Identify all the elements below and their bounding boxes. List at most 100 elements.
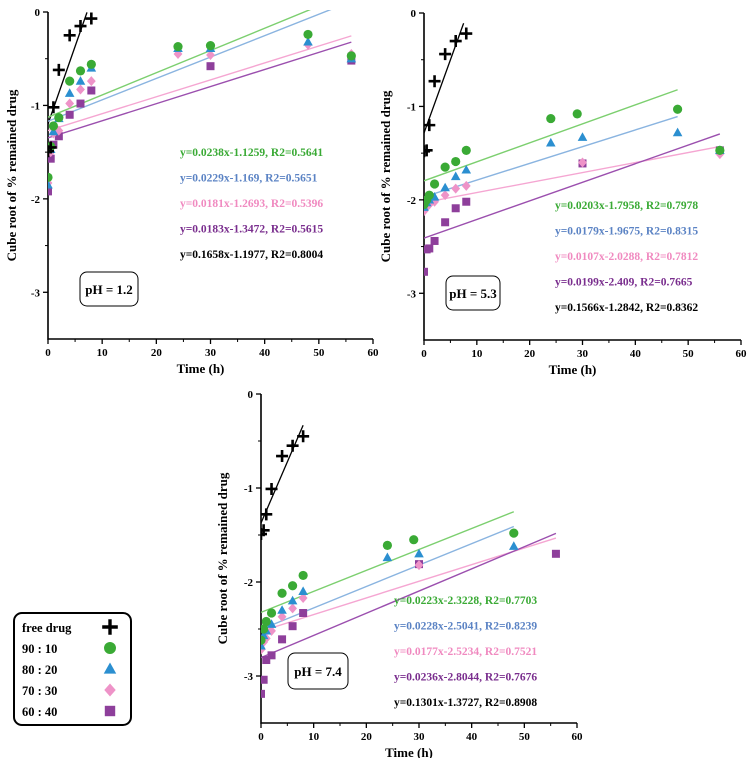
point-ratio-60-40 — [551, 549, 560, 558]
x-tick-label: 10 — [471, 348, 483, 360]
point-free-drug — [428, 75, 441, 88]
fit-line-ratio-80-20 — [48, 10, 332, 122]
point-ratio-70-30 — [440, 190, 450, 201]
point-free-drug — [261, 524, 270, 537]
plot-area — [261, 424, 560, 698]
y-axis-label: Cube root of % remained drug — [4, 89, 19, 261]
x-tick-label: 40 — [630, 348, 642, 360]
fit-line-ratio-60-40 — [48, 41, 352, 139]
point-ratio-80-20 — [48, 126, 59, 136]
fit-line-ratio-80-20 — [424, 115, 678, 198]
legend-marker-ratio-70-30 — [104, 683, 116, 697]
legend-marker-ratio-60-40 — [104, 705, 116, 717]
point-ratio-80-20 — [298, 586, 308, 595]
point-ratio-70-30 — [76, 84, 85, 95]
point-ratio-90-10 — [440, 162, 450, 172]
equation-ratio-90-10: y=0.0238x-1.1259, R2=0.5641 — [180, 147, 323, 159]
point-ratio-80-20 — [546, 137, 556, 147]
point-ratio-90-10 — [65, 76, 75, 86]
point-ratio-80-20 — [48, 179, 53, 189]
legend-label-ratio-60-40: 60 : 40 — [22, 705, 57, 719]
equation-ratio-90-10: y=0.0223x-2.3228, R2=0.7703 — [394, 595, 537, 607]
legend-label-ratio-90-10: 90 : 10 — [22, 642, 57, 656]
plot-area — [424, 23, 725, 276]
point-ratio-80-20 — [64, 88, 75, 97]
fit-line-ratio-90-10 — [424, 89, 678, 182]
point-ratio-80-20 — [382, 552, 393, 562]
chart-panel-2: 0 10 20 30 40 50 60 0 -1 -2 -3 Time (h) Cube root of… — [378, 8, 747, 377]
x-tick-label: 20 — [151, 347, 163, 359]
x-tick-label: 30 — [205, 347, 217, 359]
chart-panel-1: 0 10 20 30 40 50 60 0 -1 -2 -3 Time (h) Cube root of… — [4, 7, 380, 376]
x-tick-label: 40 — [259, 347, 271, 359]
ph-label: pH = 5.3 — [449, 286, 497, 301]
point-ratio-70-30 — [288, 603, 297, 614]
point-ratio-90-10 — [261, 635, 266, 645]
point-ratio-70-30 — [578, 157, 587, 168]
point-ratio-70-30 — [277, 611, 287, 622]
point-ratio-70-30 — [414, 560, 424, 571]
fit-line-ratio-60-40 — [424, 133, 721, 239]
y-tick-label: -1 — [31, 100, 40, 112]
point-ratio-60-40 — [451, 204, 460, 213]
x-axis-label: Time (h) — [385, 745, 433, 758]
point-ratio-90-10 — [205, 41, 216, 51]
point-ratio-80-20 — [287, 595, 298, 605]
y-tick-label: 0 — [411, 8, 417, 20]
fit-line-ratio-70-30 — [424, 145, 720, 204]
point-ratio-60-40 — [206, 62, 215, 71]
point-ratio-80-20 — [261, 640, 266, 650]
point-ratio-90-10 — [424, 190, 434, 200]
x-tick-label: 20 — [361, 731, 373, 743]
point-ratio-90-10 — [48, 121, 59, 131]
x-tick-label: 50 — [683, 348, 695, 360]
equation-ratio-90-10: y=0.0203x-1.7958, R2=0.7978 — [555, 200, 698, 212]
point-ratio-60-40 — [261, 675, 268, 684]
fit-line-ratio-70-30 — [48, 35, 352, 132]
point-ratio-90-10 — [298, 570, 308, 581]
point-ratio-90-10 — [277, 588, 287, 598]
x-tick-label: 60 — [572, 731, 584, 743]
y-axis-label: Cube root of % remained drug — [215, 472, 230, 644]
x-tick-label: 60 — [736, 348, 748, 360]
point-ratio-90-10 — [509, 528, 519, 538]
point-ratio-70-30 — [451, 183, 461, 194]
x-tick-label: 60 — [368, 347, 380, 359]
point-ratio-90-10 — [546, 113, 556, 124]
x-tick-label: 20 — [524, 348, 536, 360]
point-ratio-90-10 — [266, 608, 277, 618]
point-free-drug — [297, 430, 310, 443]
x-tick-label: 30 — [414, 731, 426, 743]
y-axis-label: Cube root of % remained drug — [378, 90, 393, 262]
legend-marker-ratio-90-10 — [104, 642, 116, 654]
y-tick-label: -3 — [244, 671, 254, 683]
point-ratio-80-20 — [277, 605, 287, 614]
point-ratio-60-40 — [288, 622, 297, 631]
equation-ratio-60-40: y=0.0236x-2.8044, R2=0.7676 — [394, 672, 537, 684]
legend: free drug 90 : 10 80 : 20 70 : 30 60 : 40 — [13, 612, 132, 726]
point-free-drug — [424, 119, 436, 132]
ph-label: pH = 1.2 — [85, 282, 133, 297]
point-ratio-90-10 — [54, 112, 64, 123]
point-ratio-80-20 — [303, 36, 313, 46]
y-tick-label: 0 — [248, 389, 254, 401]
ph-box — [79, 271, 139, 307]
point-free-drug — [449, 35, 462, 48]
point-ratio-70-30 — [206, 49, 215, 60]
point-free-drug — [261, 528, 267, 541]
point-ratio-60-40 — [76, 99, 85, 108]
x-tick-label: 30 — [577, 348, 589, 360]
chart-panel-3: 0 10 20 30 40 50 60 0 -1 -2 -3 Time (h) Cube root of… — [215, 389, 583, 758]
point-ratio-60-40 — [441, 218, 450, 227]
legend-label-ratio-80-20: 80 : 20 — [22, 663, 57, 677]
point-ratio-60-40 — [48, 187, 52, 196]
point-ratio-60-40 — [299, 609, 308, 618]
point-ratio-90-10 — [715, 145, 725, 155]
point-ratio-80-20 — [672, 127, 683, 137]
point-ratio-80-20 — [450, 171, 461, 181]
equation-ratio-80-20: y=0.0179x-1.9675, R2=0.8315 — [555, 226, 698, 238]
equation-ratio-80-20: y=0.0228x-2.5041, R2=0.8239 — [394, 621, 537, 633]
point-ratio-60-40 — [261, 689, 265, 698]
point-ratio-70-30 — [267, 625, 276, 636]
